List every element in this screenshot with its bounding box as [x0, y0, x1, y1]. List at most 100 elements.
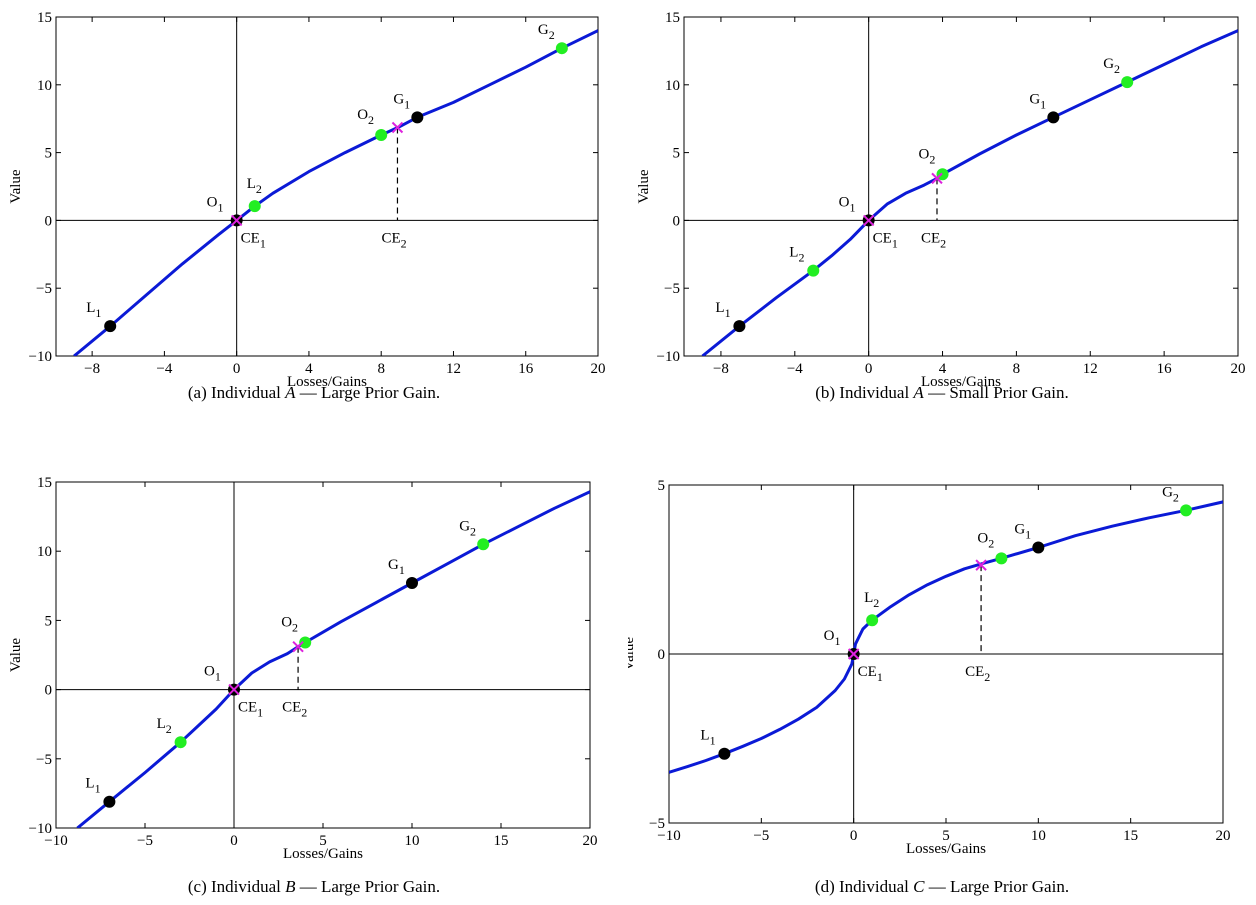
- ce-marker-1: [230, 214, 243, 227]
- x-axis-label: Losses/Gains: [283, 846, 363, 862]
- y-tick-label: 15: [37, 10, 52, 26]
- value-curve: [669, 500, 1223, 774]
- x-tick-label: 20: [591, 361, 606, 377]
- ce-marker-2: [391, 121, 404, 134]
- x-tick-label: 0: [865, 361, 873, 377]
- x-tick-label: −4: [156, 361, 172, 377]
- point-label-o1: O1: [839, 194, 856, 214]
- x-tick-label: 8: [377, 361, 385, 377]
- caption-b: (b) Individual A — Small Prior Gain.: [815, 383, 1069, 402]
- curve-group: [669, 500, 1223, 774]
- point-label-o1: O1: [207, 194, 224, 214]
- y-tick-label: 5: [673, 146, 681, 162]
- point-label-o2: O2: [919, 146, 936, 166]
- x-tick-label: 20: [1216, 828, 1231, 844]
- y-axis-label: Value: [628, 637, 637, 671]
- chart-d: −10 −5 0 5 10 15 20−505Losses/GainsValueL1O1L2…: [628, 478, 1231, 857]
- point-label-g2: G2: [1103, 56, 1120, 76]
- x-tick-label: 0: [233, 361, 241, 377]
- y-tick-label: 15: [665, 10, 680, 26]
- x-axis-label: Losses/Gains: [906, 841, 986, 857]
- point-label-l2: L2: [157, 716, 172, 736]
- y-tick-label: 10: [37, 544, 52, 560]
- chart-b: −8 −4 0 4 8 12 16 20 −10 −5 0 5 10 15 Losses/Gains Valu…: [636, 10, 1246, 390]
- point-label-o1: O1: [204, 664, 221, 684]
- caption-c: (c) Individual B — Large Prior Gain.: [187, 877, 441, 896]
- y-tick-label: 10: [37, 78, 52, 94]
- y-tick-label: 0: [673, 213, 681, 229]
- point-label-l2: L2: [247, 176, 262, 196]
- point-label-g2: G2: [1162, 484, 1179, 504]
- point-o2: [299, 636, 312, 649]
- x-tick-label: 4: [939, 361, 947, 377]
- x-tick-label: 20: [1231, 361, 1246, 377]
- ce-label-1: CE1: [873, 230, 898, 250]
- point-o2: [995, 552, 1008, 565]
- ce-marker-1: [847, 648, 860, 660]
- ce-marker-2: [975, 559, 987, 571]
- point-label-g1: G1: [1029, 91, 1046, 111]
- y-tick-label: −5: [36, 281, 52, 297]
- curve-group: [73, 29, 598, 356]
- y-tick-label: 0: [45, 213, 53, 229]
- ce-label-1: CE1: [858, 664, 883, 684]
- point-label-g1: G1: [388, 557, 405, 577]
- x-tick-label: −8: [713, 361, 729, 377]
- y-tick-label: 10: [665, 78, 680, 94]
- point-label-o2: O2: [281, 615, 298, 635]
- x-tick-label: 12: [446, 361, 461, 377]
- ce-marker-1: [862, 214, 875, 227]
- x-tick-label: 12: [1083, 361, 1098, 377]
- point-label-l2: L2: [789, 245, 804, 265]
- point-label-o2: O2: [357, 107, 374, 127]
- y-tick-label: −10: [29, 821, 52, 837]
- x-tick-label: −5: [137, 833, 153, 849]
- y-tick-label: 5: [45, 613, 53, 629]
- ce-label-1: CE1: [238, 700, 263, 720]
- point-label-g1: G1: [1014, 522, 1031, 542]
- ce-label-2: CE2: [921, 230, 946, 250]
- plot-frame: [55, 16, 599, 357]
- ce-label-2: CE2: [381, 230, 406, 250]
- x-tick-label: 16: [518, 361, 534, 377]
- point-g2: [1121, 76, 1134, 89]
- point-g1: [411, 111, 424, 124]
- ce-marker-1: [228, 683, 240, 696]
- x-tick-label: 10: [405, 833, 420, 849]
- x-tick-label: 0: [230, 833, 238, 849]
- x-tick-label: −8: [84, 361, 100, 377]
- caption-a: (a) Individual A — Large Prior Gain.: [187, 383, 441, 402]
- ce-label-1: CE1: [241, 230, 266, 250]
- x-tick-label: 15: [494, 833, 509, 849]
- point-label-l1: L1: [700, 728, 715, 748]
- x-tick-label: 10: [1031, 828, 1046, 844]
- y-tick-label: −5: [664, 281, 680, 297]
- point-l1: [733, 320, 746, 333]
- y-tick-label: −5: [36, 752, 52, 768]
- point-g2: [555, 42, 568, 55]
- point-l2: [807, 264, 820, 277]
- point-o2: [936, 168, 949, 181]
- x-tick-label: 4: [305, 361, 313, 377]
- point-l2: [866, 614, 879, 627]
- chart-a: −8 −4 0 4 8 12 16 20 −10 −5 0 5 10 15 Losses/Gains Valu…: [8, 10, 606, 390]
- point-label-l1: L1: [715, 300, 730, 320]
- point-g2: [1180, 504, 1193, 517]
- point-l2: [174, 736, 187, 749]
- plot-frame: [683, 16, 1239, 357]
- y-axis-label: Value: [8, 638, 24, 672]
- point-label-o1: O1: [824, 628, 841, 648]
- point-g1: [1032, 541, 1045, 554]
- y-tick-label: 0: [658, 647, 666, 663]
- caption-d: (d) Individual C — Large Prior Gain.: [814, 877, 1070, 896]
- x-axis-label: Losses/Gains: [287, 374, 367, 390]
- point-g2: [477, 538, 490, 551]
- y-tick-label: −5: [649, 816, 665, 832]
- value-curve: [701, 29, 1238, 356]
- chart-panel-b: −8 −4 0 4 8 12 16 20 −10 −5 0 5 10 15 Losses/Gains Valu…: [628, 0, 1256, 402]
- y-axis-label: Value: [8, 169, 24, 203]
- x-tick-label: 8: [1013, 361, 1021, 377]
- x-tick-label: 20: [583, 833, 598, 849]
- x-tick-label: 0: [850, 828, 858, 844]
- plot-frame: [55, 481, 591, 829]
